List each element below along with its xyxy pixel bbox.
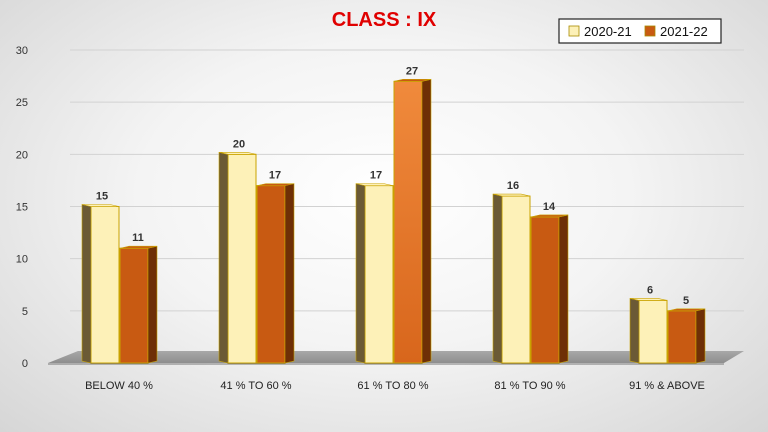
legend-label-2020-21: 2020-21 <box>584 24 632 39</box>
bar-side <box>147 245 158 364</box>
y-tick-label: 20 <box>16 149 28 161</box>
y-tick-label: 25 <box>16 97 28 109</box>
bar-side <box>629 298 640 364</box>
data-labels: 15 11 20 17 17 27 16 14 6 5 <box>96 65 689 307</box>
bar-2021-22 <box>667 310 697 364</box>
bars <box>81 78 706 364</box>
bar-top <box>218 152 257 155</box>
bar-2021-22 <box>530 216 560 364</box>
bar-side <box>421 78 432 364</box>
legend-swatch-2021-22 <box>644 25 656 37</box>
y-axis: 0 5 10 15 20 25 30 <box>16 45 28 370</box>
chart-title: CLASS : IX <box>332 9 437 31</box>
y-tick-label: 30 <box>16 45 28 57</box>
bar-side <box>558 214 569 364</box>
bar-top <box>393 79 432 82</box>
bar-side <box>81 204 92 364</box>
bar-2020-21 <box>638 299 668 364</box>
bar-top <box>355 183 394 186</box>
y-tick-label: 10 <box>16 254 28 266</box>
data-label: 17 <box>269 170 281 182</box>
bar-top <box>492 193 531 197</box>
y-tick-label: 5 <box>22 306 28 318</box>
y-tick-label: 0 <box>22 358 28 370</box>
legend-swatch-2020-21 <box>568 25 580 37</box>
bar-side <box>218 151 229 364</box>
data-label: 17 <box>370 170 382 182</box>
bar-top <box>81 204 120 207</box>
bar-top <box>119 245 158 249</box>
bar-2020-21 <box>501 195 531 364</box>
x-category-label: 81 % TO 90 % <box>494 380 565 392</box>
data-label: 14 <box>543 201 556 213</box>
bar-top <box>667 308 706 312</box>
bar-top <box>629 298 668 301</box>
bar-2021-22 <box>119 247 149 364</box>
data-label: 11 <box>132 232 144 244</box>
bar-top <box>256 183 295 186</box>
data-label: 15 <box>96 191 108 203</box>
legend: 2020-21 2021-22 <box>558 18 722 44</box>
bar-side <box>355 183 366 364</box>
data-label: 16 <box>507 180 519 192</box>
legend-label-2021-22: 2021-22 <box>660 24 708 39</box>
x-category-label: BELOW 40 % <box>85 380 153 392</box>
bar-2021-22 <box>256 185 286 364</box>
bar-2020-21 <box>364 185 394 364</box>
data-label: 27 <box>406 65 418 77</box>
bar-side <box>284 183 295 364</box>
x-axis: BELOW 40 % 41 % TO 60 % 61 % TO 80 % 81 % T… <box>85 380 705 392</box>
bar-side <box>492 193 503 364</box>
y-tick-label: 15 <box>16 202 28 214</box>
bar-side <box>695 308 706 364</box>
bar-2020-21 <box>227 153 257 364</box>
data-label: 5 <box>683 295 689 307</box>
bar-top <box>530 214 569 218</box>
x-category-label: 41 % TO 60 % <box>220 380 291 392</box>
data-label: 6 <box>647 284 653 296</box>
bar-2021-22 <box>393 80 423 364</box>
x-category-label: 91 % & ABOVE <box>629 380 705 392</box>
x-category-label: 61 % TO 80 % <box>357 380 428 392</box>
data-label: 20 <box>233 138 245 150</box>
legend-box <box>558 18 722 44</box>
bar-2020-21 <box>90 206 120 364</box>
